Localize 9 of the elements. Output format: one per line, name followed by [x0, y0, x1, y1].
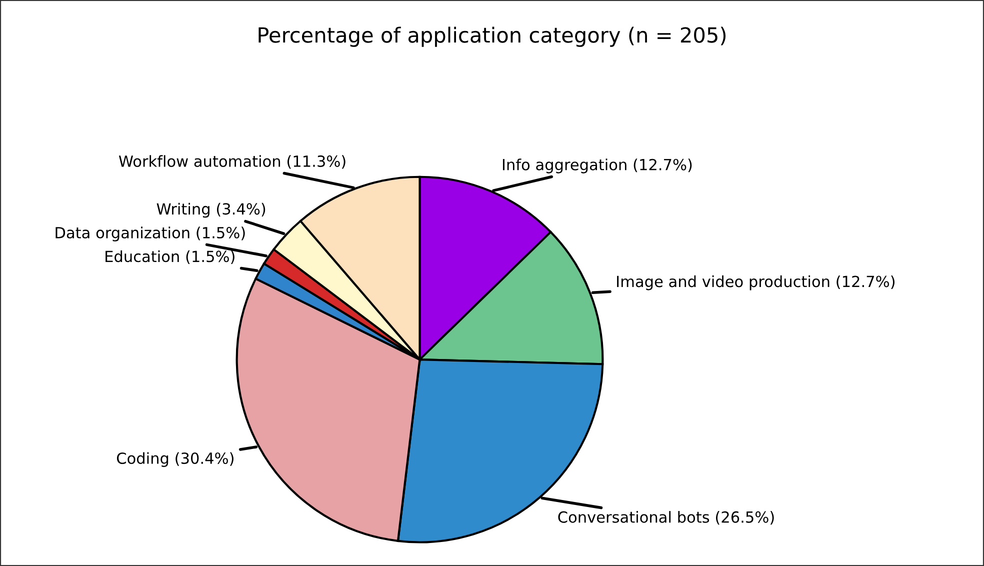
chart-title: Percentage of application category (n = 205)	[258, 26, 726, 47]
slice-label: Workflow automation (11.3%)	[118, 155, 346, 169]
slice-label: Image and video production (12.7%)	[617, 275, 894, 290]
slice-label: Writing (3.4%)	[156, 202, 266, 218]
slice-label: Conversational bots (26.5%)	[558, 511, 774, 525]
slice-label: Info aggregation (12.7%)	[502, 158, 692, 174]
slice-label: Coding (30.4%)	[116, 452, 234, 467]
slice-label: Education (1.5%)	[106, 250, 234, 264]
slice-label: Data organization (1.5%)	[56, 226, 245, 242]
